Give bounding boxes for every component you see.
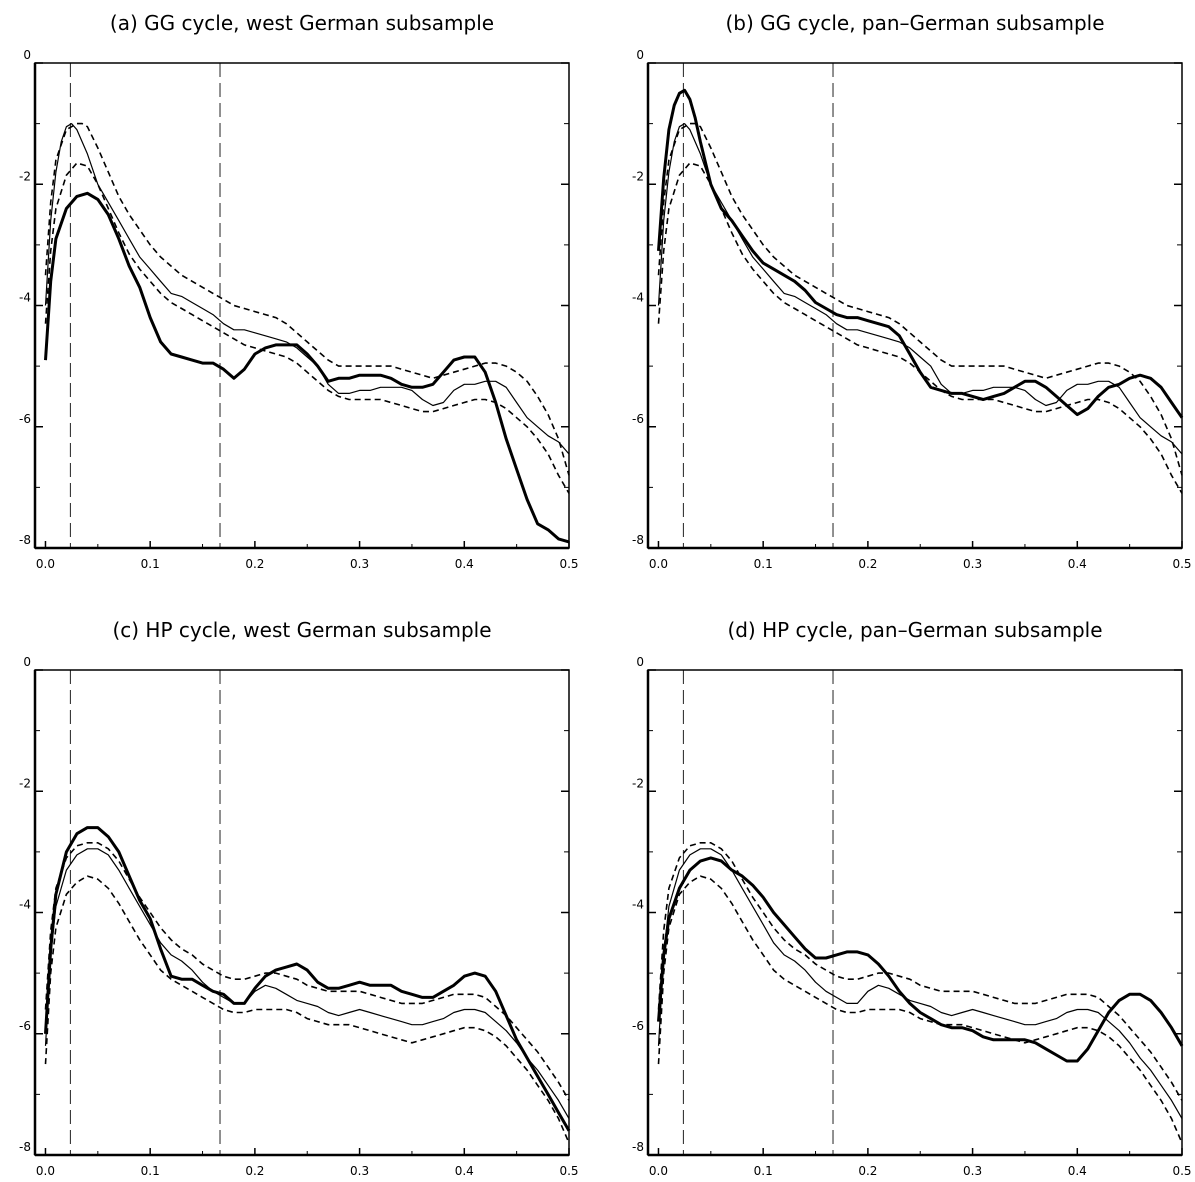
panel-d-series-thin-2 <box>657 848 1183 1119</box>
panel-a-ytick-label-3: -2 <box>19 169 31 183</box>
panel-d-title: (d) HP cycle, pan–German subsample <box>727 618 1102 642</box>
panel-c-xtick-label-1: 0.1 <box>141 1164 160 1178</box>
panel-b-ytick-label-0: -8 <box>632 533 644 547</box>
panel-b-xtick-label-3: 0.3 <box>963 557 982 571</box>
panel-a-ytick-label-1: -6 <box>19 412 31 426</box>
panel-c-title: (c) HP cycle, west German subsample <box>112 618 491 642</box>
panel-c-ytick-label-3: -2 <box>19 776 31 790</box>
panel-d-ytick-label-4: 0 <box>636 655 644 669</box>
panel-a-xtick-label-1: 0.1 <box>141 557 160 571</box>
panel-c-ytick-label-1: -6 <box>19 1019 31 1033</box>
panel-a-ytick-label-0: -8 <box>19 533 31 547</box>
panel-b-series-dashed-3 <box>657 122 1183 476</box>
panel-d-ytick-label-1: -6 <box>632 1019 644 1033</box>
panel-a-xtick-label-0: 0.0 <box>36 557 55 571</box>
panel-b-xtick-label-5: 0.5 <box>1172 557 1191 571</box>
panel-c: (c) HP cycle, west German subsample 0.0 0.… <box>19 618 579 1178</box>
panel-c-xtick-label-2: 0.2 <box>245 1164 264 1178</box>
panel-b-xtick-label-2: 0.2 <box>858 557 877 571</box>
panel-a-xtick-label-4: 0.4 <box>455 557 474 571</box>
panel-a: (a) GG cycle, west German subsample 0.0 0.… <box>19 11 579 571</box>
panel-b-xtick-label-4: 0.4 <box>1068 557 1087 571</box>
panel-b-series-thin-2 <box>657 123 1183 455</box>
panel-a-ytick-label-2: -4 <box>19 291 31 305</box>
panel-d-ytick-label-0: -8 <box>632 1140 644 1154</box>
panel-c-series-dashed-4 <box>44 875 570 1144</box>
panel-d-frame <box>647 669 1183 1156</box>
panel-c-xtick-label-4: 0.4 <box>455 1164 474 1178</box>
panel-c-xtick-label-0: 0.0 <box>36 1164 55 1178</box>
panel-c-xtick-label-5: 0.5 <box>559 1164 578 1178</box>
panel-c-frame <box>34 669 570 1156</box>
panel-b-ytick-label-4: 0 <box>636 48 644 62</box>
panel-d-ytick-label-3: -2 <box>632 776 644 790</box>
panel-b-ytick-label-2: -4 <box>632 291 644 305</box>
panel-c-series-dashed-3 <box>44 842 570 1101</box>
panel-a-xtick-label-5: 0.5 <box>559 557 578 571</box>
panel-d-xtick-label-5: 0.5 <box>1172 1164 1191 1178</box>
panel-c-ytick-label-2: -4 <box>19 898 31 912</box>
panel-d-xtick-label-2: 0.2 <box>858 1164 877 1178</box>
panel-d-ytick-label-2: -4 <box>632 898 644 912</box>
panel-b-title: (b) GG cycle, pan–German subsample <box>726 11 1105 35</box>
panel-b-frame <box>647 62 1183 549</box>
panel-a-xtick-label-2: 0.2 <box>245 557 264 571</box>
panel-c-series-thick-1 <box>44 826 571 1132</box>
panel-c-xtick-label-3: 0.3 <box>350 1164 369 1178</box>
panel-d-series-thick-1 <box>657 856 1184 1063</box>
panel-b-xtick-label-0: 0.0 <box>649 557 668 571</box>
panel-a-series-dashed-3 <box>44 122 570 476</box>
panel-a-series-thick-1 <box>44 191 570 544</box>
panel-c-ytick-label-4: 0 <box>23 655 31 669</box>
panel-c-series-thin-2 <box>44 848 570 1119</box>
panel-a-series-dashed-4 <box>44 162 570 494</box>
panel-d-series-dashed-3 <box>657 842 1183 1101</box>
panel-a-title: (a) GG cycle, west German subsample <box>110 11 494 35</box>
panel-a-frame <box>34 62 570 549</box>
panel-a-ytick-label-4: 0 <box>23 48 31 62</box>
panel-d-xtick-label-0: 0.0 <box>649 1164 668 1178</box>
panel-b: (b) GG cycle, pan–German subsample 0.0 0.1… <box>632 11 1192 571</box>
panel-b-series-dashed-4 <box>657 162 1183 494</box>
panel-d-xtick-label-3: 0.3 <box>963 1164 982 1178</box>
panel-d-xtick-label-4: 0.4 <box>1068 1164 1087 1178</box>
panel-d-series-dashed-4 <box>657 875 1183 1144</box>
panel-d: (d) HP cycle, pan–German subsample 0.0 0.1… <box>632 618 1192 1178</box>
panel-d-xtick-label-1: 0.1 <box>754 1164 773 1178</box>
panel-a-xtick-label-3: 0.3 <box>350 557 369 571</box>
panel-b-ytick-label-1: -6 <box>632 412 644 426</box>
panel-b-xtick-label-1: 0.1 <box>754 557 773 571</box>
panel-b-series-thick-1 <box>657 88 1184 419</box>
panel-a-series-thin-2 <box>44 123 570 455</box>
panel-b-ytick-label-3: -2 <box>632 169 644 183</box>
panel-c-ytick-label-0: -8 <box>19 1140 31 1154</box>
